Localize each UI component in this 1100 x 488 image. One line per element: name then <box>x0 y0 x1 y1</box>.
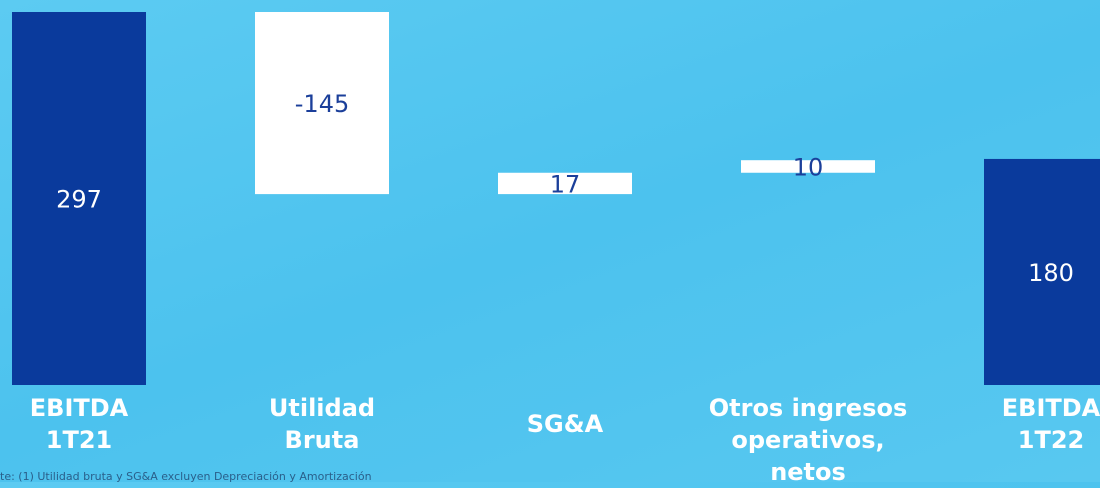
category-label: SG&A <box>445 392 685 456</box>
footnote: te: (1) Utilidad bruta y SG&A excluyen D… <box>0 470 372 483</box>
value-label: 297 <box>56 186 102 214</box>
category-label: EBITDA 1T22 <box>931 392 1100 456</box>
value-label: 180 <box>1028 259 1074 287</box>
slide: 297 -145 17 10 180 te: (1) Utilidad bruta y … <box>0 0 1100 482</box>
value-label: 10 <box>793 153 824 181</box>
value-label: -145 <box>295 90 349 118</box>
category-label: EBITDA 1T21 <box>0 392 199 456</box>
value-label: 17 <box>550 170 581 198</box>
category-label: Otros ingresos operativos, netos <box>688 392 928 456</box>
category-label: Utilidad Bruta <box>202 392 442 456</box>
